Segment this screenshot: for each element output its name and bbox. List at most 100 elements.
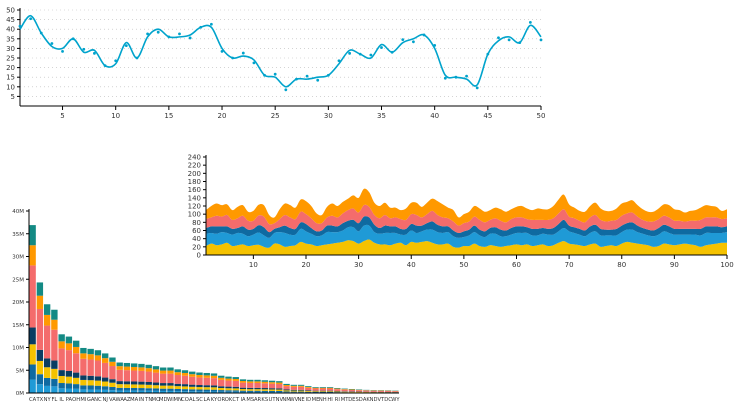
bar-segment — [210, 391, 218, 393]
bar-segment — [116, 369, 123, 382]
bar-segment — [116, 390, 123, 393]
bar-segment — [109, 390, 116, 393]
bar-segment — [276, 389, 283, 391]
bar-segment — [80, 389, 87, 393]
bar-x-tick-label: HI — [327, 397, 333, 403]
bar-segment — [65, 343, 73, 351]
bar-segment — [80, 353, 87, 359]
bar-segment — [101, 353, 109, 359]
bar-segment — [196, 377, 203, 386]
bar-x-tick-label: RI — [335, 397, 341, 403]
bar-segment — [247, 391, 254, 393]
line-data-point — [135, 56, 139, 60]
bar-segment — [232, 388, 239, 391]
area-y-tick-label: 100 — [188, 211, 201, 219]
bar-segment — [65, 370, 73, 377]
line-data-point — [337, 59, 341, 63]
bar-segment — [319, 387, 327, 388]
bar-segment — [181, 391, 189, 393]
bar-segment — [334, 389, 341, 392]
bar-segment — [247, 389, 254, 391]
bar-segment — [145, 381, 152, 385]
line-x-tick-label: 50 — [537, 112, 546, 120]
line-y-tick-label: 25 — [6, 55, 15, 63]
bar-segment — [239, 389, 247, 391]
bar-x-tick-label: NY — [44, 397, 52, 403]
bar-segment — [218, 379, 225, 387]
bar-x-tick-label: CA — [29, 397, 37, 403]
bar-segment — [94, 385, 102, 390]
bar-segment — [109, 366, 116, 380]
bar-x-tick-label: NE — [297, 397, 304, 403]
bar-segment — [167, 370, 174, 374]
bar-segment — [341, 389, 348, 392]
bar-segment — [203, 377, 210, 386]
line-y-tick-label: 50 — [6, 7, 15, 15]
bar-segment — [290, 390, 297, 392]
bar-segment — [261, 390, 268, 392]
bar-segment — [203, 385, 210, 388]
bar-segment — [218, 377, 225, 380]
bar-segment — [58, 388, 65, 393]
bar-segment — [174, 369, 181, 373]
bar-segment — [138, 390, 145, 393]
bar-segment — [189, 374, 196, 377]
bar-segment — [218, 386, 225, 388]
line-data-point — [263, 73, 266, 77]
bar-x-tick-label: NJ — [102, 397, 108, 403]
bar-x-tick-label: TX — [36, 397, 44, 403]
area-x-tick-label: 60 — [512, 261, 521, 269]
bar-segment — [174, 375, 181, 384]
bar-segment — [189, 389, 196, 392]
bar-segment — [297, 389, 305, 391]
bar-segment — [116, 384, 123, 388]
bar-segment — [116, 381, 123, 385]
line-x-tick-label: 5 — [60, 112, 64, 120]
line-y-tick-label: 35 — [6, 35, 15, 43]
bar-x-tick-label: ID — [306, 397, 312, 403]
line-data-point — [231, 56, 235, 60]
bar-segment — [312, 388, 319, 391]
bar-segment — [283, 386, 290, 390]
bar-segment — [160, 390, 167, 393]
bar-x-tick-label: GA — [87, 397, 95, 403]
bar-segment — [43, 377, 51, 386]
bar-segment — [181, 372, 189, 376]
bar-segment — [152, 369, 160, 373]
line-data-point — [465, 74, 468, 78]
bar-segment — [261, 383, 268, 389]
bar-y-tick-label: 20M — [12, 300, 24, 306]
line-data-point — [188, 36, 192, 40]
line-data-point — [305, 74, 309, 78]
bar-segment — [196, 374, 203, 378]
bar-segment — [261, 389, 268, 391]
line-data-point — [507, 38, 511, 42]
bar-segment — [326, 390, 334, 392]
bar-y-tick-label: 15M — [12, 323, 24, 329]
bar-segment — [131, 366, 138, 371]
bar-segment — [276, 390, 283, 393]
bar-segment — [160, 373, 167, 384]
bar-x-tick-label: OK — [225, 397, 233, 403]
bar-segment — [87, 354, 94, 360]
bar-segment — [109, 361, 116, 367]
bar-segment — [290, 384, 297, 386]
bar-segment — [283, 389, 290, 391]
bar-x-tick-label: MN — [174, 397, 182, 403]
area-x-tick-label: 40 — [407, 261, 416, 269]
line-data-point — [209, 22, 213, 26]
bar-segment — [297, 385, 305, 387]
bar-segment — [109, 382, 116, 387]
bar-segment — [261, 391, 268, 393]
bar-segment — [276, 381, 283, 383]
bar-segment — [319, 387, 327, 389]
bar-segment — [145, 371, 152, 382]
bar-segment — [305, 387, 312, 391]
bar-segment — [254, 390, 261, 392]
bar-segment — [51, 386, 58, 393]
line-data-point — [454, 75, 458, 79]
bar-segment — [254, 389, 261, 391]
bar-segment — [334, 391, 341, 393]
area-y-tick-label: 180 — [188, 178, 201, 186]
